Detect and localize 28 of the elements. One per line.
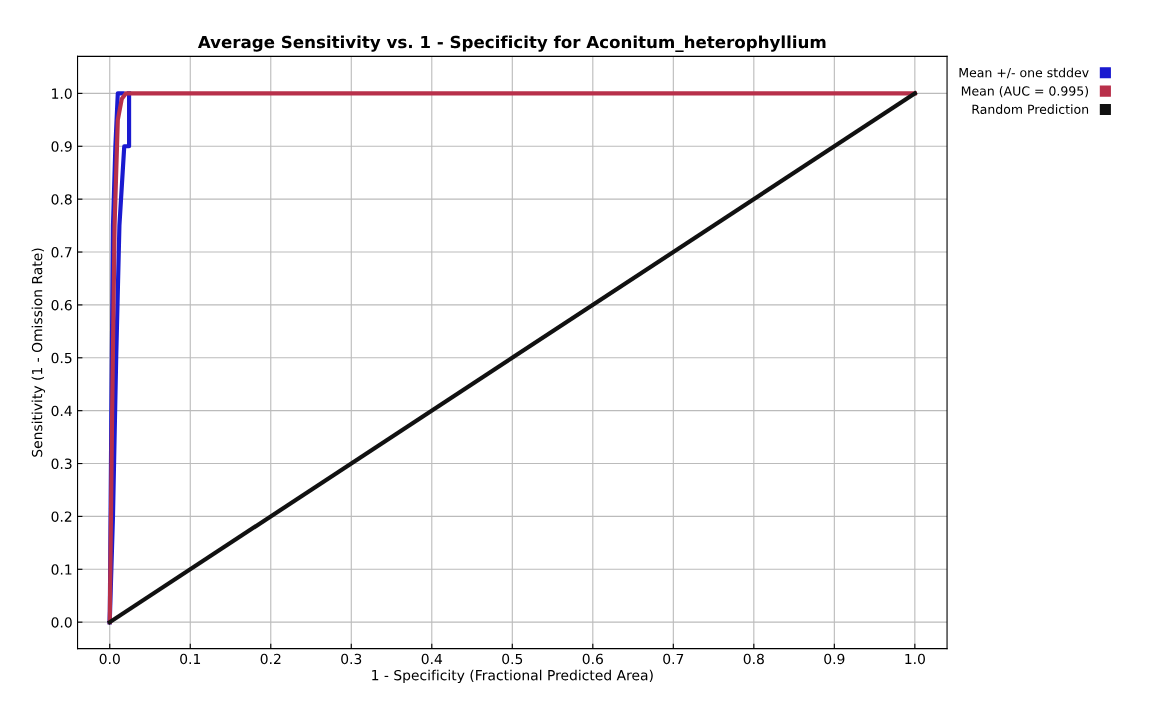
x-tick-label: 0.0: [99, 653, 120, 665]
y-tick-label: 0.6: [51, 299, 72, 311]
y-tick-label: 0.5: [51, 352, 72, 364]
x-tick-label: 0.4: [421, 653, 443, 665]
y-tick-label: 0.9: [51, 141, 72, 152]
x-tick-label: 0.6: [582, 653, 603, 665]
y-tick-label: 0.0: [51, 617, 72, 628]
x-tick-label: 0.8: [743, 653, 764, 665]
y-tick-label: 0.1: [51, 564, 72, 575]
y-tick-label: 1.0: [52, 88, 72, 99]
x-tick-label: 0.3: [341, 653, 362, 665]
x-tick-label: 1.0: [905, 653, 925, 665]
x-tick-label: 0.7: [663, 653, 684, 665]
legend-label: Mean +/- one stddev: [959, 67, 1089, 79]
y-axis-title: Sensitivity (1 - Omission Rate): [31, 248, 46, 457]
y-tick-label: 0.8: [51, 194, 72, 205]
x-tick-label: 0.5: [502, 653, 523, 665]
x-axis-title: 1 - Specificity (Fractional Predicted Area): [372, 669, 653, 684]
x-tick-label: 0.1: [180, 653, 201, 665]
y-tick-label: 0.3: [51, 458, 72, 470]
y-tick-label: 0.4: [51, 405, 72, 417]
x-tick-label: 0.9: [824, 653, 845, 665]
y-tick-label: 0.2: [51, 511, 72, 522]
chart-title: Average Sensitivity vs. 1 - Specificity for Aconitum_heterophyllium: [197, 35, 826, 52]
y-tick-label: 0.7: [51, 247, 72, 258]
legend-label: Mean (AUC = 0.995): [961, 86, 1089, 98]
x-tick-label: 0.2: [260, 653, 281, 665]
legend-label: Random Prediction: [972, 104, 1089, 115]
